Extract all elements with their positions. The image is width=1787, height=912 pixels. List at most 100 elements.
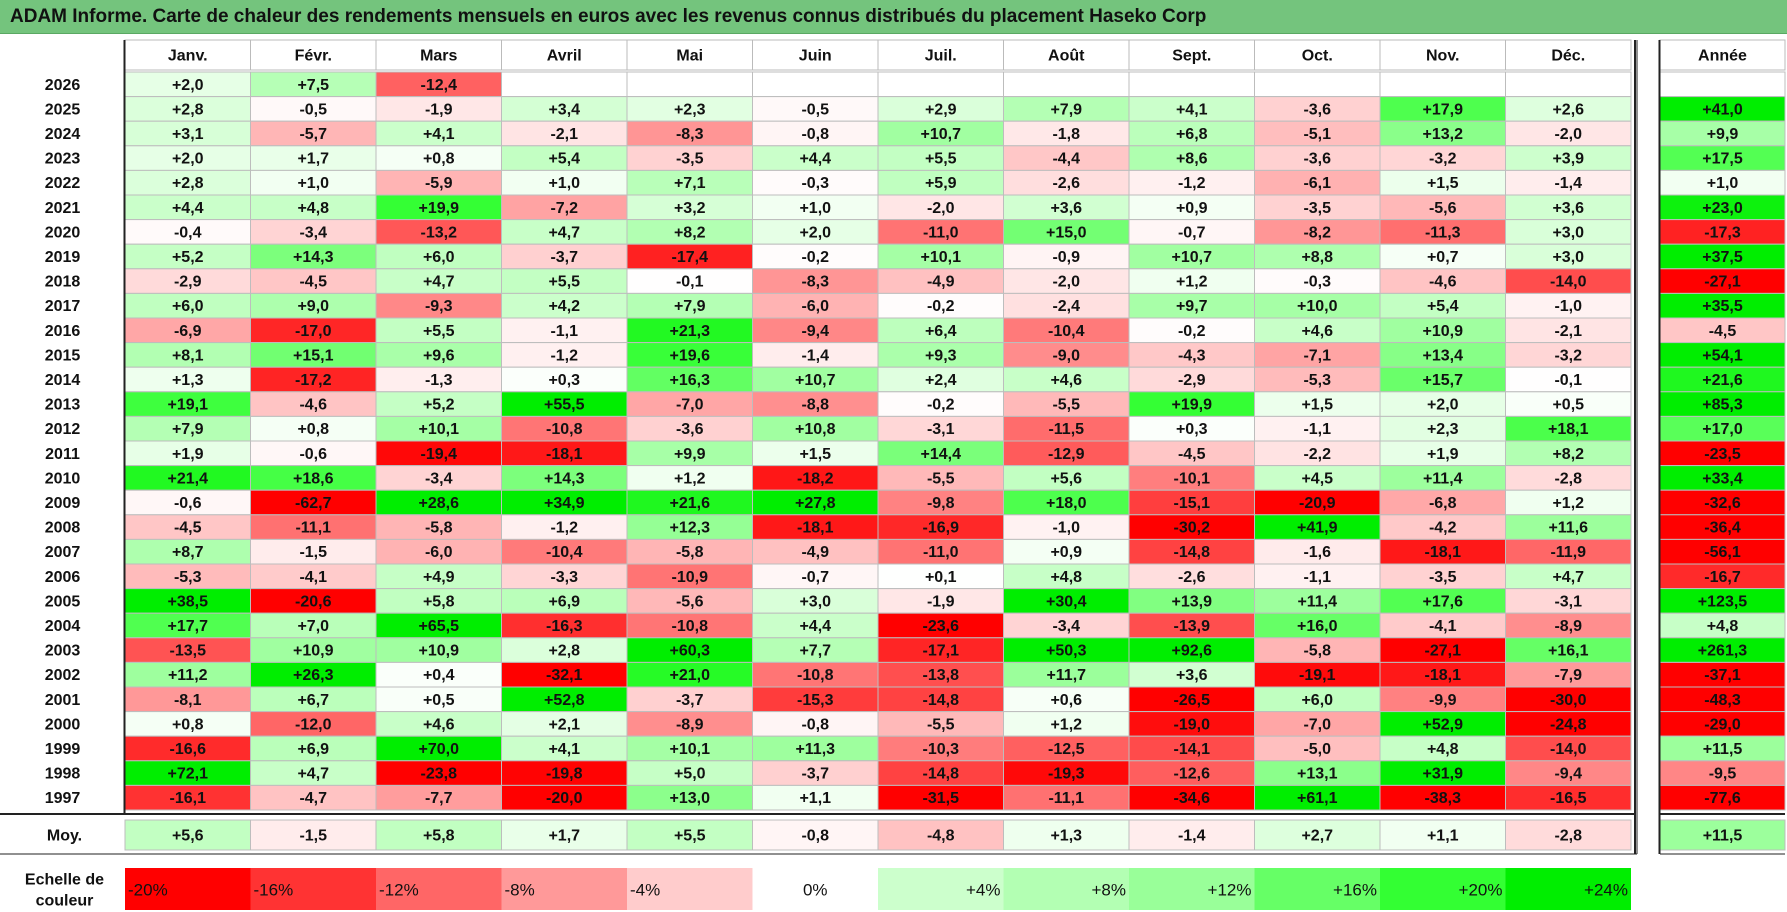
cell-value: +2,8 [172, 101, 204, 118]
heatmap-cell [501, 243, 628, 270]
cell-value: +2,8 [172, 175, 204, 192]
heatmap-cell [1128, 538, 1255, 565]
cell-value: +1,5 [1301, 397, 1333, 414]
cell-value: +2,3 [674, 101, 706, 118]
cell-value: +10,9 [1423, 323, 1464, 340]
column-header-7: Juil. [925, 48, 957, 65]
annual-value: -36,4 [1704, 520, 1741, 537]
heatmap-cell [1254, 538, 1381, 565]
heatmap-cell [877, 415, 1004, 442]
heatmap-cell [1505, 71, 1632, 98]
heatmap-cell [1379, 784, 1506, 811]
cell-value: -32,1 [546, 667, 583, 684]
cell-value: +5,8 [423, 593, 455, 610]
cell-value: +4,4 [172, 200, 204, 217]
year-label-1999: 1999 [45, 741, 81, 758]
heatmap-cell [626, 342, 753, 368]
cell-value: +1,2 [1552, 495, 1584, 512]
cell-value: -1,9 [927, 593, 955, 610]
cell-value: +2,0 [172, 151, 204, 168]
annual-cell [1659, 760, 1786, 786]
heatmap-cell [1379, 145, 1506, 171]
cell-value: +7,0 [297, 618, 329, 635]
heatmap-cell [375, 489, 502, 516]
cell-value: -0,2 [927, 298, 955, 315]
heatmap-cell [1505, 243, 1632, 270]
annual-value: +23,0 [1702, 200, 1743, 217]
cell-value: +0,8 [172, 716, 204, 733]
cell-value: -11,1 [295, 520, 331, 537]
cell-value: -4,3 [1178, 347, 1206, 364]
cell-value: +10,1 [419, 421, 460, 438]
cell-value: +8,2 [674, 224, 706, 241]
cell-value: -12,0 [295, 716, 332, 733]
heatmap-cell [877, 735, 1004, 762]
heatmap-cell [1505, 760, 1632, 786]
heatmap-cell [1128, 514, 1255, 540]
year-label-2004: 2004 [45, 618, 81, 635]
cell-value: +27,8 [795, 495, 836, 512]
cell-value: -12,9 [1048, 446, 1085, 463]
cell-value: +11,3 [795, 741, 835, 758]
heatmap-cell [375, 784, 502, 811]
cell-value: -14,0 [1550, 274, 1587, 291]
column-header-cell [1379, 39, 1506, 71]
cell-value: +19,1 [168, 397, 209, 414]
cell-value: +1,1 [799, 790, 831, 807]
annual-cell [1659, 71, 1786, 98]
cell-value: -30,2 [1174, 520, 1211, 537]
cell-value: +5,9 [925, 175, 957, 192]
scale-swatch [878, 868, 1004, 910]
heatmap-cell [1003, 415, 1130, 442]
heatmap-cell [877, 292, 1004, 319]
cell-value: -4,5 [174, 520, 202, 537]
heatmap-cell [626, 711, 753, 737]
cell-value: +3,0 [799, 593, 831, 610]
scale-swatch [501, 868, 627, 910]
cell-value: -7,2 [550, 200, 578, 217]
average-value: -1,5 [299, 828, 327, 845]
cell-value: +4,1 [423, 126, 455, 143]
cell-value: +2,4 [925, 372, 957, 389]
cell-value: +55,5 [544, 397, 585, 414]
cell-value: +7,5 [297, 77, 329, 94]
cell-value: +6,0 [423, 249, 455, 266]
year-label-2014: 2014 [45, 372, 81, 389]
annual-value: -37,1 [1704, 667, 1741, 684]
heatmap-cell [1379, 194, 1506, 221]
scale-swatch [627, 868, 753, 910]
cell-value: +10,9 [419, 643, 460, 660]
average-value: -4,8 [927, 828, 955, 845]
heatmap-cell [1003, 292, 1130, 319]
heatmap-cell [1254, 711, 1381, 737]
heatmap-cell [752, 243, 879, 270]
cell-value: -17,4 [672, 249, 709, 266]
cell-value: -5,0 [1303, 741, 1331, 758]
heatmap-cell [1128, 391, 1255, 417]
heatmap-cell [250, 563, 377, 590]
heatmap-cell [501, 194, 628, 221]
heatmap-cell [1505, 120, 1632, 147]
cell-value: -9,4 [801, 323, 829, 340]
heatmap-cell [124, 661, 251, 688]
cell-value: -9,3 [425, 298, 453, 315]
heatmap-cell [752, 661, 879, 688]
cell-value: -11,1 [1048, 790, 1084, 807]
cell-value: +1,5 [799, 446, 831, 463]
column-header-5: Mai [676, 48, 703, 65]
heatmap-cell [1505, 415, 1632, 442]
scale-label: +16% [1333, 881, 1377, 900]
average-value: +1,3 [1050, 828, 1082, 845]
heatmap-cell [1128, 366, 1255, 393]
cell-value: -6,0 [801, 298, 829, 315]
cell-value: -16,1 [170, 790, 207, 807]
heatmap-cell [1003, 145, 1130, 171]
cell-value: +7,9 [674, 298, 706, 315]
cell-value: -8,9 [676, 716, 704, 733]
annual-value: +261,3 [1698, 643, 1747, 660]
heatmap-cell [250, 489, 377, 516]
heatmap-cell [877, 612, 1004, 639]
cell-value: +0,3 [548, 372, 580, 389]
heatmap-cell [1128, 96, 1255, 122]
